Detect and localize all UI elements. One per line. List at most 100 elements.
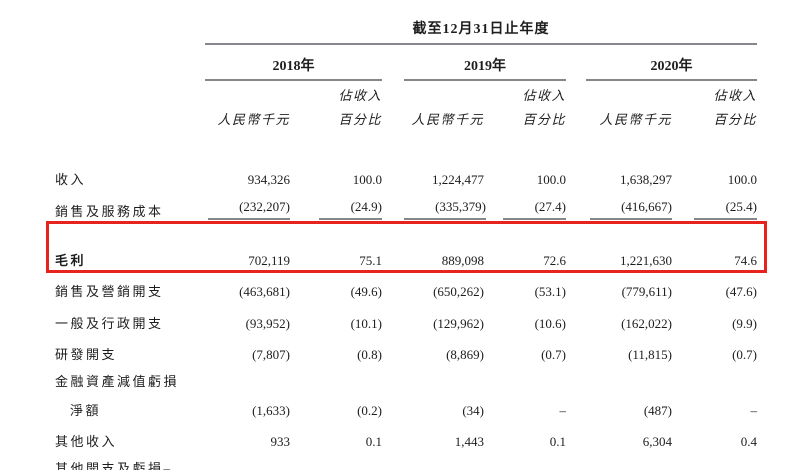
gap-cell bbox=[566, 104, 586, 128]
year-header-row: 2018年 2019年 2020年 bbox=[55, 44, 757, 81]
percent-cell: 72.6 bbox=[543, 253, 566, 269]
col-header-pct-2019: 百分比 bbox=[522, 112, 566, 128]
amount-cell: (129,962) bbox=[433, 316, 484, 332]
period-header-row: 截至12月31日止年度 bbox=[55, 10, 757, 45]
gap-cell bbox=[566, 192, 586, 220]
amount-cell: (463,681) bbox=[239, 284, 290, 300]
spacer-cell bbox=[586, 80, 672, 104]
percent-cell: (24.9) bbox=[290, 192, 382, 220]
percent-cell: (9.9) bbox=[732, 316, 757, 332]
amount-cell: 933 bbox=[270, 434, 291, 450]
amount-cell: (232,207) bbox=[205, 192, 290, 220]
percent-cell: 100.0 bbox=[352, 172, 382, 188]
row-label: 銷售及營銷開支 bbox=[55, 284, 164, 300]
percent-cell: (49.6) bbox=[350, 284, 382, 300]
col-header-rmb-2018: 人民幣千元 bbox=[217, 112, 290, 128]
percent-cell: (53.1) bbox=[534, 284, 566, 300]
gap-cell bbox=[566, 44, 586, 80]
percent-cell: (0.2) bbox=[357, 403, 382, 419]
spacer-cell bbox=[55, 80, 205, 104]
percent-cell: (10.6) bbox=[534, 316, 566, 332]
spacer-cell bbox=[205, 454, 757, 470]
row-label: 其他開支及虧損– bbox=[55, 461, 173, 470]
table-row-other-expenses-label: 其他開支及虧損– bbox=[55, 454, 757, 470]
table-row-rnd: 研發開支 (7,807) (0.8) (8,869) (0.7) (11,815… bbox=[55, 336, 757, 367]
spacer-cell bbox=[205, 80, 290, 104]
share-header-row: 佔收入 佔收入 佔收入 bbox=[55, 80, 757, 104]
gap-cell bbox=[382, 44, 404, 80]
row-label: 淨額 bbox=[70, 403, 102, 419]
percent-cell: (0.7) bbox=[541, 347, 566, 363]
gap-cell bbox=[566, 304, 586, 336]
col-header-rmb-2019: 人民幣千元 bbox=[411, 112, 484, 128]
gap-cell bbox=[382, 161, 404, 192]
gap-cell bbox=[382, 192, 404, 220]
col-header-rmb-2020: 人民幣千元 bbox=[599, 112, 672, 128]
row-label: 毛利 bbox=[55, 253, 87, 269]
percent-cell: (0.7) bbox=[732, 347, 757, 363]
col-header-share-2019: 佔收入 bbox=[522, 88, 566, 104]
gap-cell bbox=[566, 273, 586, 304]
col-header-pct-2018: 百分比 bbox=[338, 112, 382, 128]
percent-cell: 100.0 bbox=[536, 172, 566, 188]
highlight-box bbox=[46, 221, 767, 273]
percent-cell: 75.1 bbox=[359, 253, 382, 269]
amount-cell: (416,667) bbox=[586, 192, 672, 220]
units-header-row: 人民幣千元 百分比 人民幣千元 百分比 人民幣千元 百分比 bbox=[55, 104, 757, 128]
amount-cell: (162,022) bbox=[621, 316, 672, 332]
amount-cell: (650,262) bbox=[433, 284, 484, 300]
gap-cell bbox=[566, 392, 586, 423]
amount-cell: (11,815) bbox=[628, 347, 672, 363]
table-row-selling-marketing: 銷售及營銷開支 (463,681) (49.6) (650,262) (53.1… bbox=[55, 273, 757, 304]
percent-cell: (27.4) bbox=[484, 192, 566, 220]
percent-cell: 100.0 bbox=[727, 172, 757, 188]
gap-cell bbox=[382, 304, 404, 336]
row-label: 金融資產減值虧損 bbox=[55, 374, 180, 390]
amount-cell: (93,952) bbox=[245, 316, 290, 332]
period-header: 截至12月31日止年度 bbox=[205, 10, 757, 45]
col-header-share-2020: 佔收入 bbox=[713, 88, 757, 104]
table-row-revenue: 收入 934,326 100.0 1,224,477 100.0 1,638,2… bbox=[55, 161, 757, 192]
percent-cell: 74.6 bbox=[734, 253, 757, 269]
gap-cell bbox=[566, 336, 586, 367]
percent-cell: (0.8) bbox=[357, 347, 382, 363]
gap-cell bbox=[382, 80, 404, 104]
col-header-pct-2020: 百分比 bbox=[713, 112, 757, 128]
gap-cell bbox=[566, 423, 586, 454]
spacer-cell bbox=[55, 44, 205, 80]
spacer-cell bbox=[55, 104, 205, 128]
year-header-2019: 2019年 bbox=[404, 44, 566, 81]
gap-cell bbox=[382, 392, 404, 423]
gap-cell bbox=[382, 273, 404, 304]
year-header-2020: 2020年 bbox=[586, 44, 757, 81]
percent-cell: (10.1) bbox=[350, 316, 382, 332]
table-row-cost-of-sales: 銷售及服務成本 (232,207) (24.9) (335,379) (27.4… bbox=[55, 192, 757, 220]
percent-cell: – bbox=[750, 403, 758, 419]
amount-cell: 1,443 bbox=[454, 434, 484, 450]
table-row-impairment-net: 淨額 (1,633) (0.2) (34) – (487) – bbox=[55, 392, 757, 423]
amount-cell: (8,869) bbox=[446, 347, 484, 363]
row-label: 收入 bbox=[55, 172, 87, 188]
amount-cell: (7,807) bbox=[252, 347, 290, 363]
spacer-cell bbox=[205, 367, 757, 392]
amount-cell: (335,379) bbox=[404, 192, 486, 220]
spacer-cell bbox=[404, 80, 484, 104]
amount-cell: 1,638,297 bbox=[620, 172, 672, 188]
gap-cell bbox=[382, 336, 404, 367]
gap-cell bbox=[382, 423, 404, 454]
percent-cell: (25.4) bbox=[672, 192, 757, 220]
table-row-gross-profit: 毛利 702,119 75.1 889,098 72.6 1,221,630 7… bbox=[55, 242, 757, 273]
financial-table: 截至12月31日止年度 2018年 2019年 2020年 佔收入 佔收入 佔收… bbox=[55, 10, 757, 470]
amount-cell: 1,221,630 bbox=[620, 253, 672, 269]
percent-cell: 0.1 bbox=[549, 434, 566, 450]
amount-cell: 1,224,477 bbox=[432, 172, 484, 188]
table-row-general-admin: 一般及行政開支 (93,952) (10.1) (129,962) (10.6)… bbox=[55, 304, 757, 336]
amount-cell: 702,119 bbox=[248, 253, 290, 269]
amount-cell: 6,304 bbox=[642, 434, 672, 450]
row-label: 一般及行政開支 bbox=[55, 316, 164, 332]
table-row-impairment-label: 金融資產減值虧損 bbox=[55, 367, 757, 392]
amount-cell: 889,098 bbox=[441, 253, 484, 269]
row-label: 銷售及服務成本 bbox=[55, 204, 164, 220]
row-label: 研發開支 bbox=[55, 347, 118, 363]
